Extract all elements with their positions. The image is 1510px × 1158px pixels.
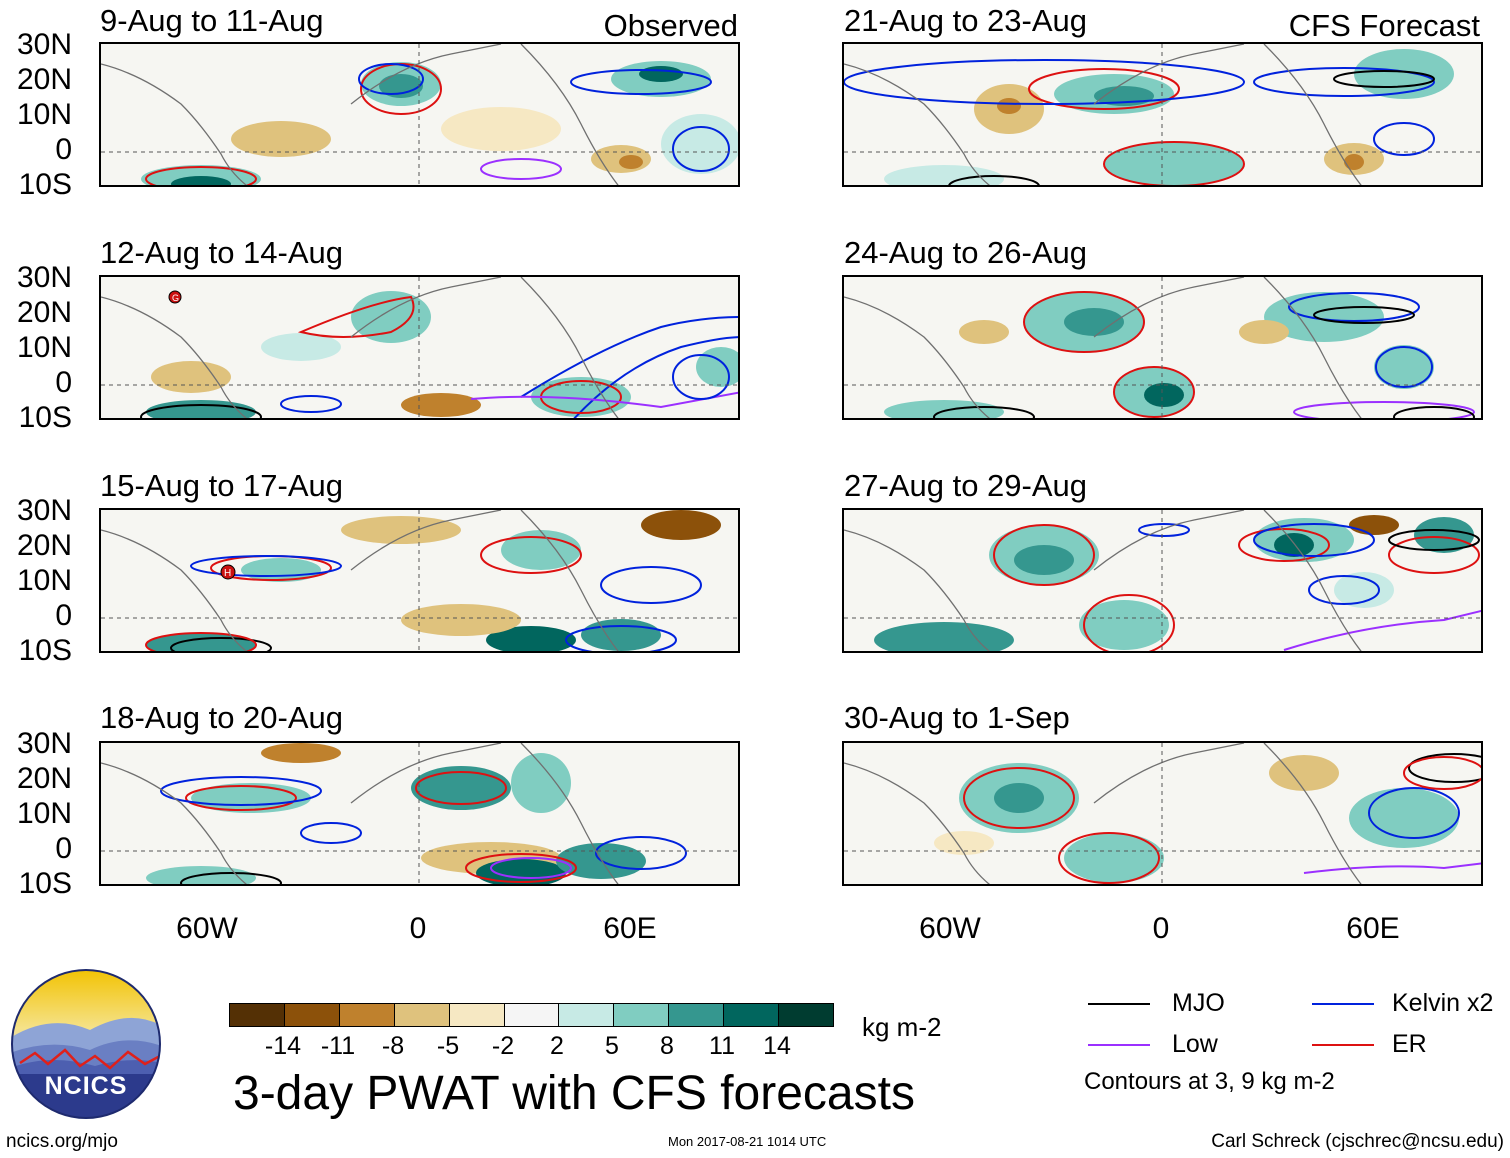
- map-graphic: [844, 277, 1481, 418]
- lat-label: 10S: [18, 634, 72, 667]
- lon-label: 60W: [919, 912, 981, 945]
- storm-marker-g: G: [172, 293, 179, 303]
- colorbar-swatch: [503, 1003, 560, 1027]
- colorbar-unit: kg m-2: [862, 1012, 942, 1042]
- colorbar-label: -8: [381, 1032, 405, 1060]
- panel-title-left-4: 18-Aug to 20-Aug: [100, 700, 344, 735]
- main-title: 3-day PWAT with CFS forecasts: [233, 1067, 915, 1120]
- footer-site-link[interactable]: ncics.org/mjo: [6, 1131, 118, 1152]
- legend-label-low: Low: [1172, 1030, 1218, 1058]
- colorbar-label: 14: [763, 1032, 791, 1060]
- lat-label: 30N: [16, 28, 72, 61]
- colorbar-swatch: [448, 1003, 505, 1027]
- map-forecast-3: [842, 508, 1483, 653]
- logo-text: NCICS: [44, 1072, 128, 1100]
- lat-label: 30N: [16, 494, 72, 527]
- colorbar-swatch: [723, 1003, 780, 1027]
- legend-label-kelvin: Kelvin x2: [1392, 989, 1494, 1017]
- legend-label-er: ER: [1392, 1030, 1427, 1058]
- map-observed-4: [99, 741, 740, 886]
- lat-label: 0: [55, 832, 72, 865]
- lat-label: 10S: [18, 401, 72, 434]
- lat-label: 10N: [16, 564, 72, 597]
- lat-label: 0: [55, 599, 72, 632]
- colorbar-swatch: [283, 1003, 340, 1027]
- lat-label: 0: [55, 366, 72, 399]
- colorbar-swatch: [668, 1003, 725, 1027]
- legend-line-mjo: [1088, 1003, 1150, 1005]
- map-graphic: [101, 743, 738, 884]
- colorbar-label: 8: [660, 1032, 674, 1060]
- lat-label: 20N: [16, 296, 72, 329]
- logo-graphic: [11, 969, 161, 1119]
- colorbar-label: -2: [491, 1032, 515, 1060]
- colorbar-label: -5: [436, 1032, 460, 1060]
- map-forecast-1: [842, 42, 1483, 187]
- colorbar-label: 2: [550, 1032, 564, 1060]
- lat-label: 10S: [18, 867, 72, 900]
- map-forecast-4: [842, 741, 1483, 886]
- colorbar-label: 11: [709, 1032, 735, 1060]
- lat-label: 0: [55, 133, 72, 166]
- cfs-forecast-heading: CFS Forecast: [1288, 8, 1480, 43]
- legend-note: Contours at 3, 9 kg m-2: [1084, 1068, 1335, 1095]
- colorbar-label: -11: [320, 1032, 356, 1060]
- lat-label: 30N: [16, 727, 72, 760]
- map-graphic: [844, 743, 1481, 884]
- lon-label: 60E: [1346, 912, 1400, 945]
- panel-title-left-1: 9-Aug to 11-Aug: [100, 3, 324, 38]
- panel-title-right-1: 21-Aug to 23-Aug: [844, 3, 1088, 38]
- lat-label: 20N: [16, 762, 72, 795]
- footer-author: Carl Schreck (cjschrec@ncsu.edu): [1211, 1131, 1504, 1152]
- legend-line-low: [1088, 1044, 1150, 1046]
- map-graphic: [844, 510, 1481, 651]
- panel-title-right-4: 30-Aug to 1-Sep: [844, 700, 1070, 735]
- colorbar-swatch: [393, 1003, 450, 1027]
- panel-title-right-3: 27-Aug to 29-Aug: [844, 468, 1088, 503]
- colorbar-swatch: [778, 1003, 834, 1027]
- map-graphic: [844, 44, 1481, 185]
- lat-label: 10N: [16, 98, 72, 131]
- panel-title-right-2: 24-Aug to 26-Aug: [844, 235, 1088, 270]
- colorbar: [229, 1003, 834, 1027]
- footer-timestamp: Mon 2017-08-21 1014 UTC: [668, 1134, 827, 1149]
- legend-line-er: [1312, 1044, 1374, 1046]
- colorbar-label: -14: [264, 1032, 302, 1060]
- lat-label: 30N: [16, 261, 72, 294]
- legend-label-mjo: MJO: [1172, 989, 1225, 1017]
- panel-title-left-2: 12-Aug to 14-Aug: [100, 235, 344, 270]
- map-observed-1: [99, 42, 740, 187]
- lat-label: 10S: [18, 168, 72, 201]
- colorbar-swatch: [613, 1003, 670, 1027]
- lat-label: 20N: [16, 529, 72, 562]
- lon-label: 0: [1152, 912, 1170, 945]
- colorbar-swatch: [338, 1003, 395, 1027]
- lat-label: 10N: [16, 797, 72, 830]
- map-forecast-2: [842, 275, 1483, 420]
- lon-label: 60W: [176, 912, 238, 945]
- map-observed-3: H: [99, 508, 740, 653]
- storm-marker-h: H: [224, 568, 231, 579]
- observed-heading: Observed: [603, 8, 738, 43]
- lon-label: 60E: [603, 912, 657, 945]
- legend-line-kelvin: [1312, 1003, 1374, 1005]
- map-graphic: G: [101, 277, 738, 418]
- lon-label: 0: [409, 912, 427, 945]
- lat-label: 20N: [16, 63, 72, 96]
- colorbar-label: 5: [605, 1032, 619, 1060]
- map-graphic: H: [101, 510, 738, 651]
- map-observed-2: G: [99, 275, 740, 420]
- ncics-logo[interactable]: NCICS: [10, 968, 162, 1120]
- lat-label: 10N: [16, 331, 72, 364]
- panel-title-left-3: 15-Aug to 17-Aug: [100, 468, 344, 503]
- map-graphic: [101, 44, 738, 185]
- colorbar-swatch: [229, 1003, 285, 1027]
- colorbar-swatch: [558, 1003, 615, 1027]
